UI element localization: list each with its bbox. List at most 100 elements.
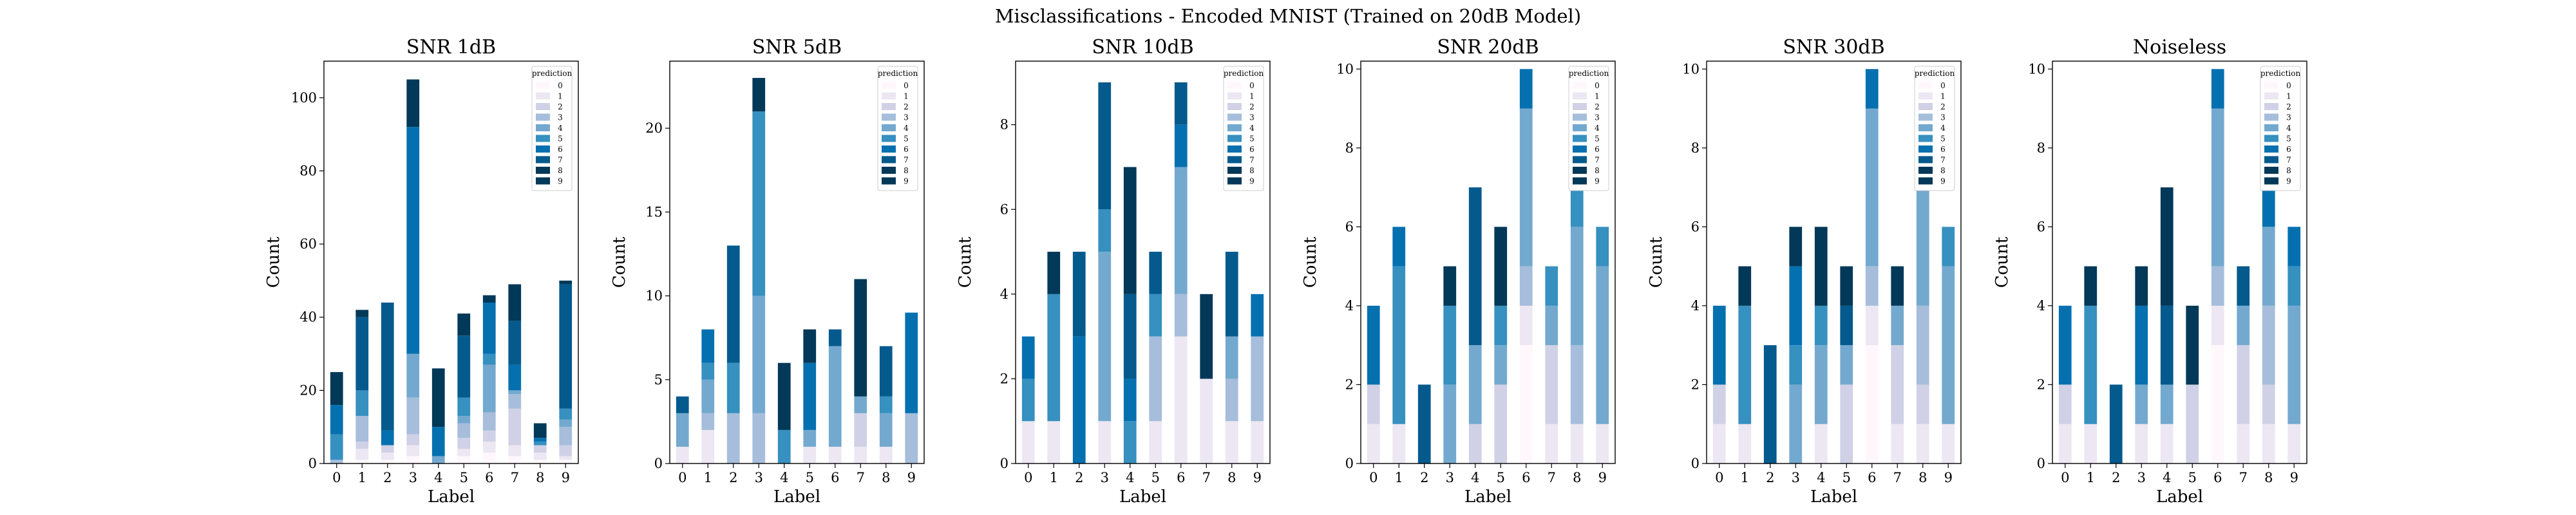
y-tick-label: 0 <box>2037 456 2045 471</box>
legend-swatch <box>882 113 896 121</box>
x-tick-label: 9 <box>1598 470 1607 485</box>
bar-segment <box>701 329 715 363</box>
bar-segment <box>1174 294 1188 337</box>
x-tick-label: 8 <box>1918 470 1927 485</box>
legend-swatch <box>1227 135 1242 142</box>
y-tick-label: 2 <box>1691 377 1700 392</box>
y-axis-label: Count <box>1647 236 1666 288</box>
bar-segment <box>1174 336 1188 464</box>
bar-segment <box>355 441 369 449</box>
legend-swatch <box>1227 167 1242 174</box>
bar-segment <box>559 445 573 456</box>
legend-swatch <box>2264 103 2278 110</box>
legend-label: 5 <box>2286 135 2291 144</box>
bar-segment <box>1047 252 1061 294</box>
x-tick-label: 5 <box>460 470 468 485</box>
bar-segment <box>1545 424 1558 464</box>
bar-segment <box>559 419 573 427</box>
bar-segment <box>803 429 817 447</box>
bar-segment <box>355 416 369 442</box>
bar-segment <box>508 364 522 391</box>
bar-segment <box>2109 384 2123 464</box>
x-tick-label: 6 <box>2213 470 2222 485</box>
bar-segment <box>508 321 522 365</box>
bar-segment <box>2262 227 2275 306</box>
bar-segment <box>1570 187 1584 227</box>
bar-segment <box>879 346 893 397</box>
legend-label: 6 <box>558 145 563 154</box>
y-axis-label: Count <box>956 236 975 288</box>
bar-segment <box>777 362 791 430</box>
bar-segment <box>1891 266 1904 306</box>
bar-segment <box>457 314 471 336</box>
x-tick-label: 0 <box>1715 470 1723 485</box>
y-axis-label: Count <box>1993 236 2012 288</box>
bar-segment <box>1891 345 1904 424</box>
bar-segment <box>457 438 471 449</box>
bar-segment <box>2084 305 2098 424</box>
bar-segment <box>1098 82 1112 210</box>
bar-segment <box>854 413 867 447</box>
bar-segment <box>905 312 918 413</box>
bar-segment <box>1098 252 1112 422</box>
legend-swatch <box>1573 103 1587 110</box>
x-tick-label: 4 <box>1126 470 1134 485</box>
bar-segment <box>533 441 547 445</box>
bar-segment <box>1840 345 1853 385</box>
y-tick-label: 2 <box>1000 371 1009 386</box>
bar-segment <box>559 456 573 460</box>
bar-segment <box>1865 345 1879 464</box>
bar-segment <box>2186 305 2199 385</box>
y-axis-label: Count <box>610 236 629 288</box>
x-tick-label: 1 <box>1050 470 1058 485</box>
x-tick-label: 8 <box>536 470 544 485</box>
legend-swatch <box>1573 113 1587 121</box>
legend-label: 0 <box>558 81 563 90</box>
bar-segment <box>879 446 893 464</box>
x-tick-label: 4 <box>1471 470 1479 485</box>
bar-segment <box>752 295 766 413</box>
bar-segment <box>1865 108 1879 267</box>
legend-label: 2 <box>558 102 563 111</box>
bar-segment <box>2058 305 2072 385</box>
legend-label: 4 <box>1249 124 1255 133</box>
x-tick-label: 1 <box>358 470 366 485</box>
legend-label: 9 <box>1249 177 1255 186</box>
legend-swatch <box>882 124 896 131</box>
bar-segment <box>1789 266 1803 346</box>
legend-label: 8 <box>2286 166 2291 175</box>
bar-segment <box>533 438 547 442</box>
bar-segment <box>1494 345 1508 385</box>
legend-label: 1 <box>1595 92 1600 101</box>
bar-segment <box>381 452 394 460</box>
legend-label: 3 <box>558 113 563 122</box>
bar-segment <box>482 430 496 442</box>
subplot-title: SNR 10dB <box>1092 36 1193 59</box>
y-tick-label: 4 <box>2037 298 2045 314</box>
x-tick-label: 2 <box>1420 470 1428 485</box>
y-axis-label: Count <box>1301 236 1320 288</box>
bar-segment <box>1942 424 1955 464</box>
bar-segment <box>355 310 369 317</box>
legend-swatch <box>2264 92 2278 100</box>
bar-segment <box>2211 305 2224 346</box>
legend-label: 0 <box>1940 81 1946 90</box>
bar-segment <box>457 423 471 438</box>
legend-title: prediction <box>2260 69 2301 78</box>
bar-segment <box>2211 266 2224 306</box>
bar-segment <box>457 449 471 456</box>
axes-frame <box>1706 61 1962 464</box>
bar-segment <box>752 78 766 112</box>
bar-segment <box>508 284 522 321</box>
y-tick-label: 4 <box>1691 298 1700 314</box>
bar-segment <box>1519 69 1533 109</box>
bar-segment <box>1123 379 1137 422</box>
bar-segment <box>1814 227 1828 306</box>
bar-segment <box>1519 108 1533 267</box>
bar-segment <box>1225 252 1238 337</box>
legend-label: 6 <box>2286 145 2291 154</box>
bar-segment <box>1712 424 1726 464</box>
